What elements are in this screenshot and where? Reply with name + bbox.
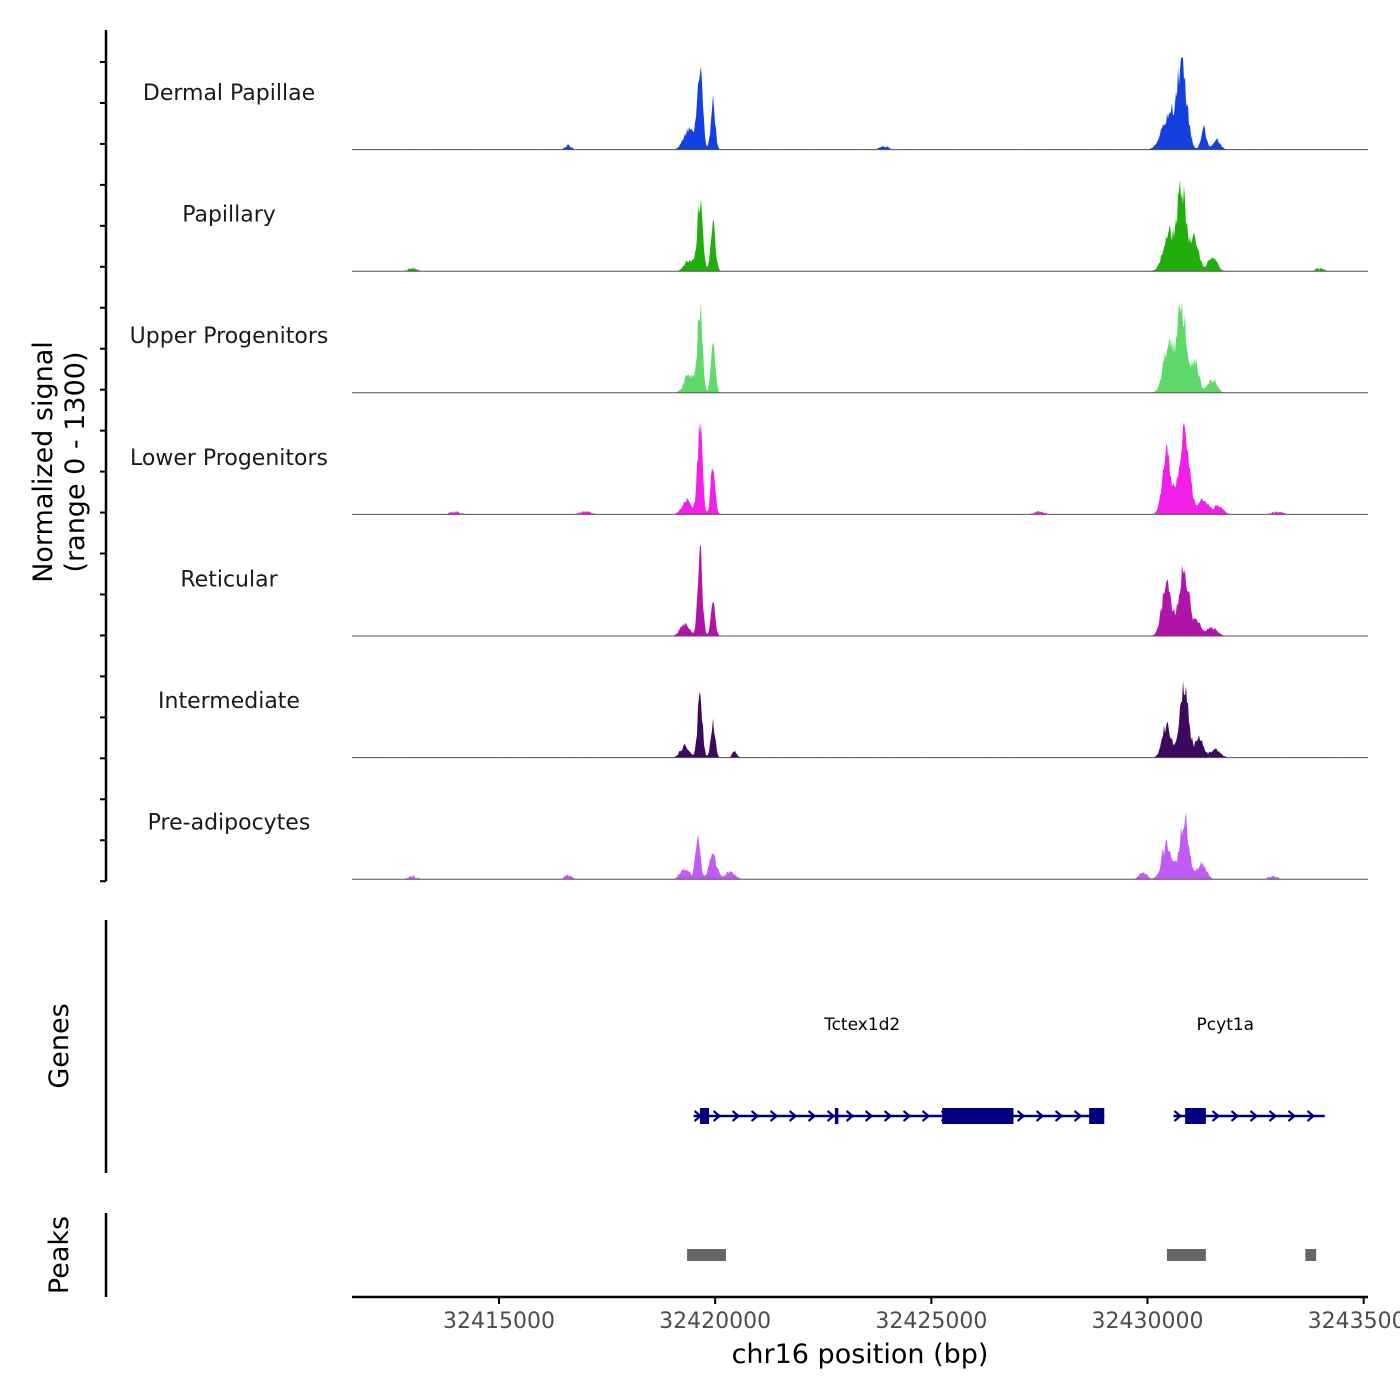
- strand-arrow: [864, 1110, 874, 1122]
- coverage-track: Intermediate: [158, 680, 1368, 759]
- x-tick-label: 32435000: [1308, 1309, 1400, 1334]
- coverage-track: Papillary: [182, 179, 1368, 272]
- coverage-track: Dermal Papillae: [143, 57, 1368, 151]
- strand-arrow: [1306, 1110, 1316, 1122]
- strand-arrow: [1230, 1110, 1240, 1122]
- coverage-area: [352, 544, 1368, 636]
- track-label: Pre-adipocytes: [148, 811, 311, 836]
- exon: [942, 1108, 1014, 1124]
- peak-region: [1166, 1249, 1206, 1261]
- coverage-area: [352, 179, 1368, 272]
- x-axis-title: chr16 position (bp): [732, 1339, 989, 1370]
- coverage-track: Upper Progenitors: [130, 300, 1368, 394]
- strand-arrow: [1173, 1110, 1183, 1122]
- peaks-track-label: Peaks: [44, 1216, 75, 1294]
- x-tick-label: 32420000: [659, 1309, 771, 1334]
- track-label: Reticular: [180, 567, 278, 592]
- coverage-area: [352, 811, 1368, 880]
- strand-arrow: [883, 1110, 893, 1122]
- gene: Tctex1d2: [693, 1015, 1105, 1124]
- exon: [700, 1108, 710, 1124]
- strand-arrow: [750, 1110, 760, 1122]
- coverage-track: Pre-adipocytes: [148, 811, 1368, 880]
- track-label: Dermal Papillae: [143, 81, 315, 106]
- exon: [1089, 1108, 1105, 1124]
- strand-arrow: [807, 1110, 817, 1122]
- coverage-track: Reticular: [180, 544, 1368, 637]
- strand-arrow: [826, 1110, 836, 1122]
- strand-arrow: [731, 1110, 741, 1122]
- y-axis-title-line1: Normalized signal: [28, 341, 59, 583]
- strand-arrow: [902, 1110, 912, 1122]
- track-label: Upper Progenitors: [130, 324, 329, 349]
- peak-region: [687, 1249, 726, 1261]
- strand-arrow: [712, 1110, 722, 1122]
- strand-arrow: [1073, 1110, 1083, 1122]
- gene: Pcyt1a: [1173, 1015, 1325, 1124]
- x-tick-label: 32430000: [1092, 1309, 1204, 1334]
- track-label: Lower Progenitors: [130, 446, 328, 471]
- strand-arrow: [1268, 1110, 1278, 1122]
- strand-arrow: [788, 1110, 798, 1122]
- exon: [834, 1108, 839, 1124]
- strand-arrow: [1035, 1110, 1045, 1122]
- genes-track: Tctex1d2 Pcyt1a: [104, 920, 1325, 1173]
- exon: [1185, 1108, 1206, 1124]
- strand-arrow: [1287, 1110, 1297, 1122]
- strand-arrow: [769, 1110, 779, 1122]
- coverage-area: [352, 680, 1368, 758]
- y-axis-title-line2: (range 0 - 1300): [60, 352, 91, 573]
- track-label: Papillary: [182, 203, 276, 228]
- x-axis: 32415000 32420000 32425000 32430000 32435000: [352, 1295, 1400, 1334]
- strand-arrow: [1249, 1110, 1259, 1122]
- genes-track-label: Genes: [44, 1003, 75, 1088]
- track-label: Intermediate: [158, 689, 300, 714]
- coverage-track: Lower Progenitors: [130, 422, 1368, 515]
- gene-label: Tctex1d2: [823, 1015, 900, 1035]
- peaks-track: [104, 1213, 1317, 1297]
- x-tick-label: 32425000: [875, 1309, 987, 1334]
- strand-arrow: [1211, 1110, 1221, 1122]
- strand-arrow: [1054, 1110, 1064, 1122]
- x-tick-label: 32415000: [443, 1309, 555, 1334]
- gene-label: Pcyt1a: [1197, 1015, 1255, 1035]
- coverage-area: [352, 300, 1368, 393]
- strand-arrow: [921, 1110, 931, 1122]
- coverage-area: [352, 57, 1368, 150]
- coverage-tracks: Dermal Papillae Papillary Upper Progenitor…: [100, 30, 1368, 883]
- peak-region: [1305, 1249, 1317, 1261]
- strand-arrow: [1016, 1110, 1026, 1122]
- coverage-area: [352, 422, 1368, 515]
- strand-arrow: [845, 1110, 855, 1122]
